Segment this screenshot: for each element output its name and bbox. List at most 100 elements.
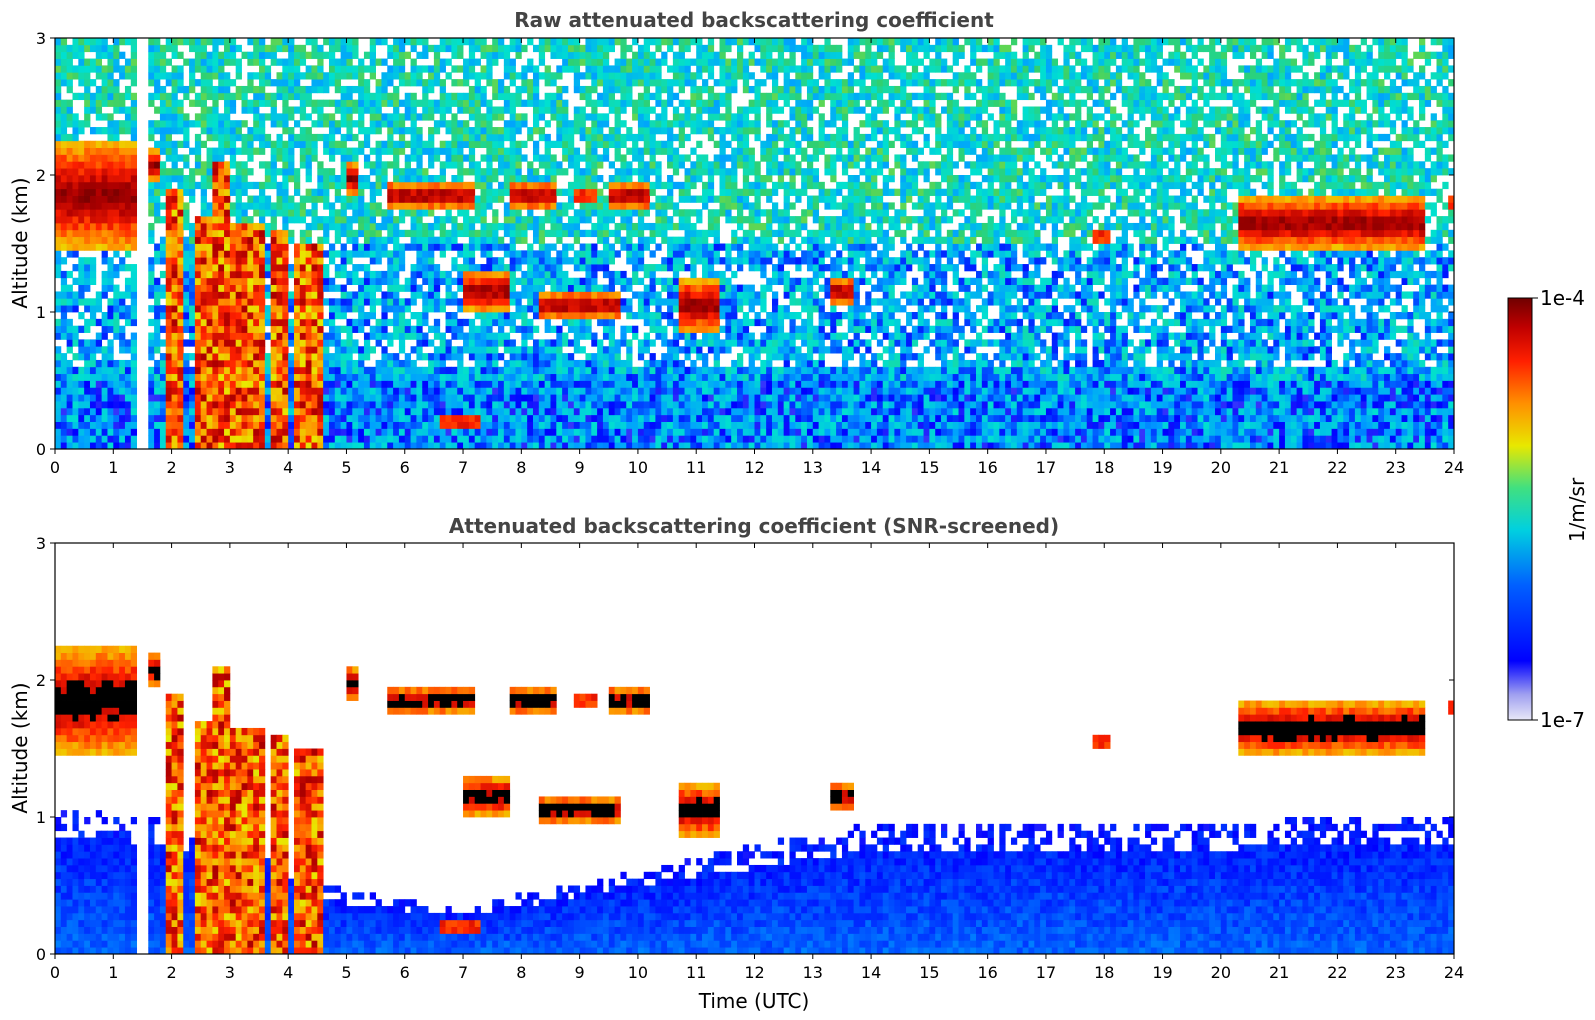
heatmap-cell [171, 188, 178, 196]
heatmap-cell [509, 216, 516, 224]
heatmap-cell [567, 120, 575, 128]
heatmap-cell [264, 366, 272, 375]
heatmap-cell [591, 99, 598, 107]
heatmap-cell [212, 216, 219, 224]
heatmap-cell [387, 332, 394, 340]
heatmap-cell [55, 243, 62, 251]
heatmap-cell [492, 291, 499, 299]
heatmap-cell [428, 44, 435, 53]
heatmap-cell [66, 366, 73, 375]
heatmap-cell [107, 407, 114, 416]
heatmap-cell [567, 147, 575, 155]
heatmap-cell [358, 401, 365, 409]
heatmap-cell [60, 305, 68, 313]
heatmap-cell [317, 305, 324, 313]
heatmap-cell [288, 359, 295, 368]
heatmap-cell [66, 202, 73, 210]
heatmap-cell [375, 168, 382, 176]
heatmap-cell [358, 216, 365, 224]
heatmap-cell [206, 175, 213, 183]
heatmap-cell [585, 127, 592, 135]
heatmap-cell [439, 195, 446, 203]
heatmap-cell [218, 442, 225, 449]
heatmap-cell [363, 161, 371, 169]
heatmap-cell [282, 366, 289, 375]
heatmap-cell [78, 127, 85, 135]
heatmap-cell [229, 373, 237, 381]
heatmap-cell [381, 298, 388, 306]
heatmap-cell [55, 250, 62, 258]
heatmap-cell [247, 312, 254, 320]
heatmap-cell [224, 175, 231, 183]
heatmap-cell [398, 58, 406, 66]
heatmap-cell [224, 264, 231, 272]
heatmap-cell [562, 188, 569, 196]
heatmap-cell [177, 79, 184, 87]
heatmap-cell [393, 414, 400, 422]
heatmap-cell [130, 428, 138, 436]
heatmap-cell [276, 236, 283, 244]
heatmap-cell [270, 366, 277, 375]
heatmap-cell [352, 243, 359, 251]
heatmap-cell [416, 209, 423, 217]
heatmap-cell [503, 421, 511, 429]
heatmap-cell [468, 133, 476, 142]
heatmap-cell [428, 428, 435, 436]
heatmap-cell [480, 38, 487, 46]
heatmap-cell [218, 127, 225, 135]
heatmap-cell [352, 133, 359, 142]
heatmap-cell [410, 387, 417, 395]
heatmap-cell [562, 58, 569, 66]
heatmap-cell [305, 435, 312, 443]
heatmap-cell [95, 175, 103, 183]
heatmap-cell [311, 257, 318, 265]
heatmap-cell [358, 99, 365, 107]
heatmap-cell [89, 99, 97, 107]
heatmap-cell [585, 414, 592, 422]
heatmap-cell [632, 113, 639, 121]
heatmap-cell [480, 168, 487, 176]
heatmap-cell [66, 168, 73, 176]
heatmap-cell [398, 229, 406, 238]
heatmap-cell [591, 113, 598, 121]
heatmap-cell [212, 257, 219, 265]
heatmap-cell [346, 380, 353, 388]
heatmap-cell [439, 216, 446, 224]
heatmap-cell [270, 332, 277, 340]
heatmap-cell [527, 195, 534, 203]
heatmap-cell [194, 181, 202, 190]
heatmap-cell [305, 401, 312, 409]
heatmap-cell [212, 161, 219, 169]
heatmap-cell [340, 325, 347, 333]
heatmap-cell [614, 312, 621, 320]
heatmap-cell [189, 99, 196, 107]
heatmap-cell [241, 414, 248, 422]
heatmap-cell [218, 216, 225, 224]
heatmap-cell [200, 58, 207, 66]
heatmap-cell [323, 99, 330, 107]
heatmap-cell [550, 216, 557, 224]
heatmap-cell [486, 72, 493, 80]
heatmap-cell [171, 92, 178, 101]
heatmap-cell [218, 188, 225, 196]
heatmap-cell [637, 394, 645, 402]
heatmap-cell [515, 325, 522, 333]
heatmap-cell [60, 222, 68, 231]
heatmap-cell [643, 428, 650, 436]
heatmap-cell [451, 154, 458, 162]
heatmap-cell [247, 38, 254, 46]
heatmap-cell [457, 435, 464, 443]
heatmap-cell [194, 120, 202, 128]
heatmap-cell [614, 414, 621, 422]
heatmap-cell [66, 58, 73, 66]
heatmap-cell [317, 373, 324, 381]
heatmap-cell [608, 394, 615, 402]
heatmap-cell [200, 216, 207, 224]
heatmap-cell [171, 442, 178, 449]
heatmap-cell [567, 428, 575, 436]
heatmap-cell [159, 339, 167, 347]
heatmap-cell [474, 414, 481, 422]
heatmap-cell [527, 181, 534, 190]
heatmap-cell [579, 154, 586, 162]
heatmap-cell [468, 44, 476, 53]
